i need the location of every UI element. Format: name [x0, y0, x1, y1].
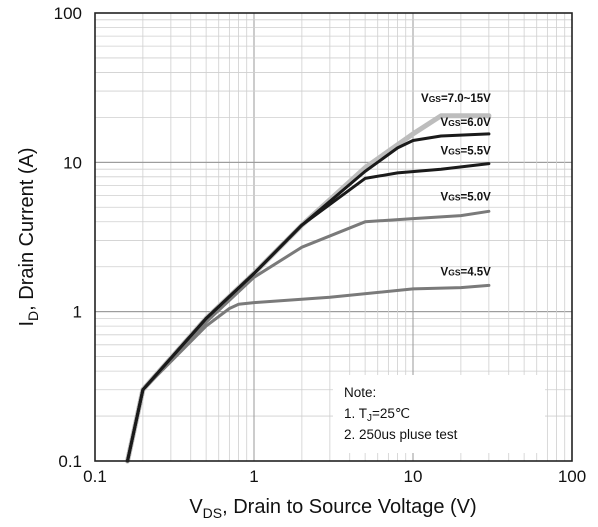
y-tick-label: 0.1 [58, 452, 82, 471]
y-tick-label: 100 [54, 4, 82, 23]
x-axis-title-main: V [189, 496, 203, 518]
series-line-vgs-6-0v [126, 132, 491, 463]
curve-label-vgs-7-15v: VGS=7.0~15V [421, 93, 491, 105]
tick-labels: 0.1 1 10 100 0.1 1 10 100 [54, 4, 587, 486]
x-tick-label: 100 [558, 467, 586, 486]
y-axis-title-main: I [16, 321, 38, 327]
note-line-2: 2. 250us pluse test [344, 427, 458, 442]
note-line-1: 1. TJ=25℃ [344, 406, 410, 424]
curve-label-vgs-6-0v: VGS=6.0V [441, 117, 492, 129]
x-tick-label: 10 [404, 467, 423, 486]
curves [125, 113, 492, 464]
x-axis-title-rest: , Drain to Source Voltage (V) [222, 496, 477, 518]
y-axis-title-rest: , Drain Current (A) [16, 147, 38, 310]
curve-label-vgs-5-5v: VGS=5.5V [441, 146, 492, 158]
x-axis-title: VDS, Drain to Source Voltage (V) [189, 496, 476, 521]
x-tick-label: 1 [249, 467, 258, 486]
curve-label-vgs-4-5v: VGS=4.5V [441, 266, 492, 278]
y-axis-title: ID, Drain Current (A) [16, 147, 41, 326]
note-title: Note: [344, 385, 376, 400]
plot-frame [94, 12, 573, 462]
note-line-1-sub: J [367, 413, 372, 424]
x-axis-title-sub: DS [203, 505, 222, 521]
y-axis-title-sub: D [25, 311, 41, 321]
curve-labels: VGS=7.0~15V VGS=6.0V VGS=5.5V VGS=5.0V VGS=4… [421, 93, 491, 279]
curve-label-vgs-5-0v: VGS=5.0V [441, 191, 492, 203]
note-box: Note: 1. TJ=25℃ 2. 250us pluse test [333, 375, 545, 453]
note-line-1-rest: =25℃ [372, 406, 410, 421]
note-line-1-prefix: 1. T [344, 406, 367, 421]
y-tick-label: 10 [63, 153, 82, 172]
y-tick-label: 1 [73, 303, 82, 322]
x-tick-label: 0.1 [83, 467, 107, 486]
note-background [333, 375, 545, 453]
